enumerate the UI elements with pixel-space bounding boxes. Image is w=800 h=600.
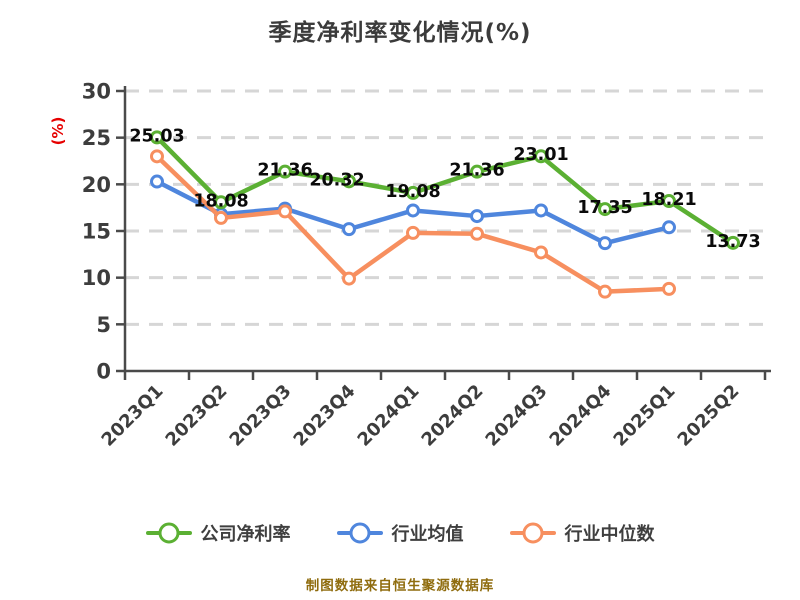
data-point-label: 19.08 — [385, 182, 440, 202]
legend-item-company-net-margin[interactable]: 公司净利率 — [145, 520, 291, 546]
x-axis-label: 2023Q2 — [162, 381, 232, 451]
data-point-industry-median[interactable] — [150, 149, 164, 164]
data-point-company-net-margin[interactable] — [214, 195, 228, 210]
data-point-industry-median[interactable] — [278, 204, 292, 219]
y-axis-label: 30 — [82, 80, 111, 104]
legend-label: 行业中位数 — [564, 524, 655, 545]
x-axis-label: 2025Q2 — [674, 381, 744, 451]
legend-marker-icon — [336, 522, 383, 544]
data-point-industry-median[interactable] — [470, 226, 484, 241]
data-source-note: 制图数据来自恒生聚源数据库 — [305, 578, 495, 594]
y-axis-label: 25 — [82, 126, 111, 150]
data-point-industry-median[interactable] — [406, 225, 420, 240]
data-point-label: 20.32 — [309, 170, 364, 190]
data-point-label: 21.36 — [449, 161, 504, 181]
legend-circle — [522, 522, 543, 544]
data-point-company-net-margin[interactable] — [342, 174, 356, 189]
legend-item-industry-median[interactable]: 行业中位数 — [509, 520, 655, 546]
legend-label: 公司净利率 — [200, 524, 291, 545]
data-point-industry-median[interactable] — [342, 271, 356, 286]
data-point-label: 18.08 — [193, 191, 248, 211]
legend-marker-icon — [145, 522, 192, 544]
data-point-company-net-margin[interactable] — [150, 130, 164, 145]
y-axis-label: 20 — [82, 173, 111, 197]
x-axis-label: 2025Q1 — [610, 381, 680, 451]
data-point-label: 17.35 — [577, 198, 632, 218]
x-axis-label: 2024Q1 — [354, 381, 424, 451]
data-point-label: 21.36 — [257, 161, 312, 181]
data-point-industry-median[interactable] — [534, 245, 548, 260]
x-axis-label: 2024Q2 — [418, 381, 488, 451]
y-axis-label: 5 — [96, 313, 111, 337]
data-point-industry-mean[interactable] — [598, 236, 612, 251]
y-axis-unit-label: (%) — [49, 117, 67, 146]
chart-title: 季度净利率变化情况(%) — [268, 20, 532, 46]
x-axis-label: 2023Q1 — [98, 381, 168, 451]
data-point-industry-mean[interactable] — [342, 222, 356, 237]
data-point-company-net-margin[interactable] — [534, 149, 548, 164]
data-point-label: 23.01 — [513, 145, 568, 165]
data-point-industry-mean[interactable] — [406, 203, 420, 218]
legend-item-industry-mean[interactable]: 行业均值 — [336, 520, 464, 546]
data-point-company-net-margin[interactable] — [598, 202, 612, 217]
legend-marker-icon — [509, 522, 556, 544]
legend-circle — [158, 522, 179, 544]
y-axis-label: 15 — [82, 220, 111, 244]
x-axis-label: 2023Q3 — [226, 381, 296, 451]
data-point-company-net-margin[interactable] — [726, 235, 740, 250]
data-point-company-net-margin[interactable] — [406, 185, 420, 200]
y-axis-label: 0 — [96, 360, 111, 384]
y-axis-label: 10 — [82, 266, 111, 290]
series-line-company-net-margin[interactable] — [154, 135, 736, 246]
data-point-company-net-margin[interactable] — [470, 164, 484, 179]
legend-label: 行业均值 — [391, 524, 464, 545]
data-point-industry-median[interactable] — [214, 210, 228, 225]
legend: 公司净利率 行业均值 行业中位数 — [0, 520, 800, 546]
x-axis-label: 2024Q3 — [482, 381, 552, 451]
data-point-industry-mean[interactable] — [150, 174, 164, 189]
data-point-company-net-margin[interactable] — [278, 164, 292, 179]
data-point-industry-median[interactable] — [662, 281, 676, 296]
data-point-label: 13.73 — [705, 232, 760, 252]
x-axis-label: 2024Q4 — [546, 381, 616, 451]
data-point-industry-mean[interactable] — [662, 220, 676, 235]
legend-circle — [349, 522, 370, 544]
data-point-industry-mean[interactable] — [534, 203, 548, 218]
data-point-company-net-margin[interactable] — [662, 194, 676, 209]
data-point-industry-mean[interactable] — [470, 209, 484, 224]
data-point-label: 25.03 — [129, 126, 184, 146]
data-point-industry-median[interactable] — [598, 284, 612, 299]
x-axis-label: 2023Q4 — [290, 381, 360, 451]
data-point-label: 18.21 — [641, 190, 696, 210]
series-line-industry-median[interactable] — [154, 154, 672, 294]
